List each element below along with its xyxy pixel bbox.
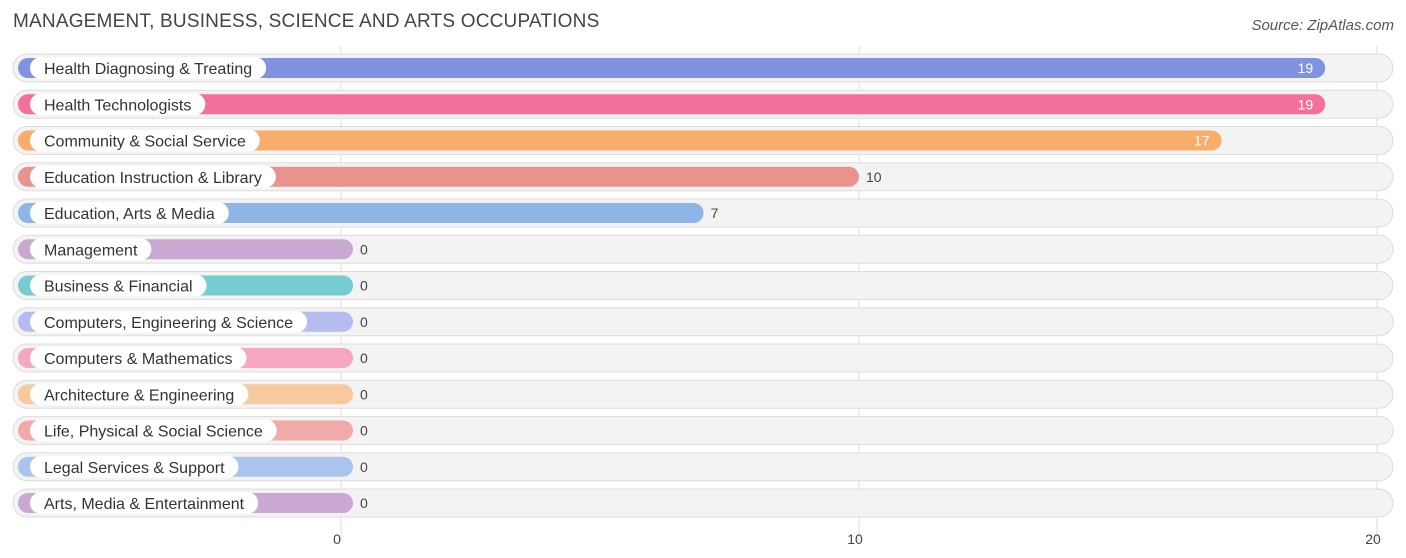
x-tick-label: 10 bbox=[847, 531, 863, 547]
category-label: Life, Physical & Social Science bbox=[44, 424, 263, 441]
category-label-pill bbox=[30, 202, 229, 224]
value-label: 0 bbox=[360, 350, 368, 366]
category-label-pill bbox=[30, 274, 207, 297]
category-label-pill bbox=[30, 492, 259, 514]
category-label-pill bbox=[30, 93, 206, 116]
bar-row: Architecture & Engineering 0 bbox=[12, 379, 1394, 409]
value-label: 19 bbox=[1298, 60, 1314, 76]
category-label-pill bbox=[30, 57, 267, 79]
bar-row: Legal Services & Support 0 bbox=[12, 452, 1394, 482]
category-label: Community & Social Service bbox=[44, 134, 246, 151]
value-label: 0 bbox=[360, 314, 368, 330]
bar-row: Community & Social Service 17 bbox=[12, 126, 1394, 155]
category-label-pill bbox=[30, 129, 260, 152]
bar-row: Computers & Mathematics 0 bbox=[12, 343, 1394, 373]
category-label: Health Technologists bbox=[44, 97, 191, 114]
value-label: 17 bbox=[1194, 133, 1210, 149]
row-track bbox=[12, 488, 1394, 518]
bar-row: Computers, Engineering & Science 0 bbox=[12, 307, 1394, 337]
bar bbox=[18, 130, 1222, 151]
category-label-pill bbox=[30, 419, 277, 442]
x-tick-label: 20 bbox=[1365, 531, 1381, 547]
value-label: 7 bbox=[711, 205, 719, 221]
x-tick-label: 0 bbox=[333, 531, 341, 547]
category-label-pill bbox=[30, 310, 308, 333]
row-track bbox=[12, 343, 1394, 373]
value-label: 0 bbox=[360, 241, 368, 257]
bar-row: Health Technologists 19 bbox=[12, 89, 1394, 119]
category-label-pill bbox=[30, 165, 276, 188]
category-label: Education, Arts & Media bbox=[44, 206, 215, 223]
x-axis-ticks: 0 10 20 bbox=[333, 531, 1381, 547]
row-track bbox=[12, 416, 1394, 445]
value-label: 0 bbox=[360, 278, 368, 294]
row-track bbox=[12, 271, 1394, 300]
category-label: Architecture & Engineering bbox=[44, 387, 234, 404]
value-label: 0 bbox=[360, 459, 368, 475]
category-label: Legal Services & Support bbox=[44, 460, 225, 477]
bar-row: Education Instruction & Library 10 bbox=[12, 162, 1394, 192]
category-label: Arts, Media & Entertainment bbox=[44, 496, 245, 513]
category-label: Management bbox=[44, 242, 138, 259]
bar-row: Management 0 bbox=[12, 234, 1394, 264]
bar-row: Health Diagnosing & Treating 19 bbox=[12, 53, 1394, 83]
bar-row: Arts, Media & Entertainment 0 bbox=[12, 488, 1394, 518]
value-label: 0 bbox=[360, 423, 368, 439]
chart-title: MANAGEMENT, BUSINESS, SCIENCE AND ARTS O… bbox=[13, 11, 599, 32]
category-label-pill bbox=[30, 383, 249, 406]
category-label: Health Diagnosing & Treating bbox=[44, 61, 252, 78]
bar-row: Education, Arts & Media 7 bbox=[12, 198, 1394, 228]
category-label: Computers, Engineering & Science bbox=[44, 315, 293, 332]
bar-row: Business & Financial 0 bbox=[12, 271, 1394, 300]
category-label: Education Instruction & Library bbox=[44, 170, 262, 187]
value-label: 10 bbox=[866, 169, 882, 185]
row-track bbox=[12, 452, 1394, 482]
row-track bbox=[12, 234, 1394, 264]
bar bbox=[18, 58, 1326, 78]
category-label-pill bbox=[30, 347, 247, 369]
category-label: Computers & Mathematics bbox=[44, 351, 233, 368]
bar bbox=[18, 94, 1326, 115]
row-track bbox=[12, 379, 1394, 409]
category-label-pill bbox=[30, 455, 239, 478]
category-label: Business & Financial bbox=[44, 279, 193, 296]
chart-source: Source: ZipAtlas.com bbox=[1251, 17, 1394, 34]
row-track bbox=[12, 307, 1394, 337]
value-label: 0 bbox=[360, 386, 368, 402]
bar-row: Life, Physical & Social Science 0 bbox=[12, 416, 1394, 445]
value-label: 19 bbox=[1298, 96, 1314, 112]
category-label-pill bbox=[30, 238, 152, 261]
value-label: 0 bbox=[360, 495, 368, 511]
